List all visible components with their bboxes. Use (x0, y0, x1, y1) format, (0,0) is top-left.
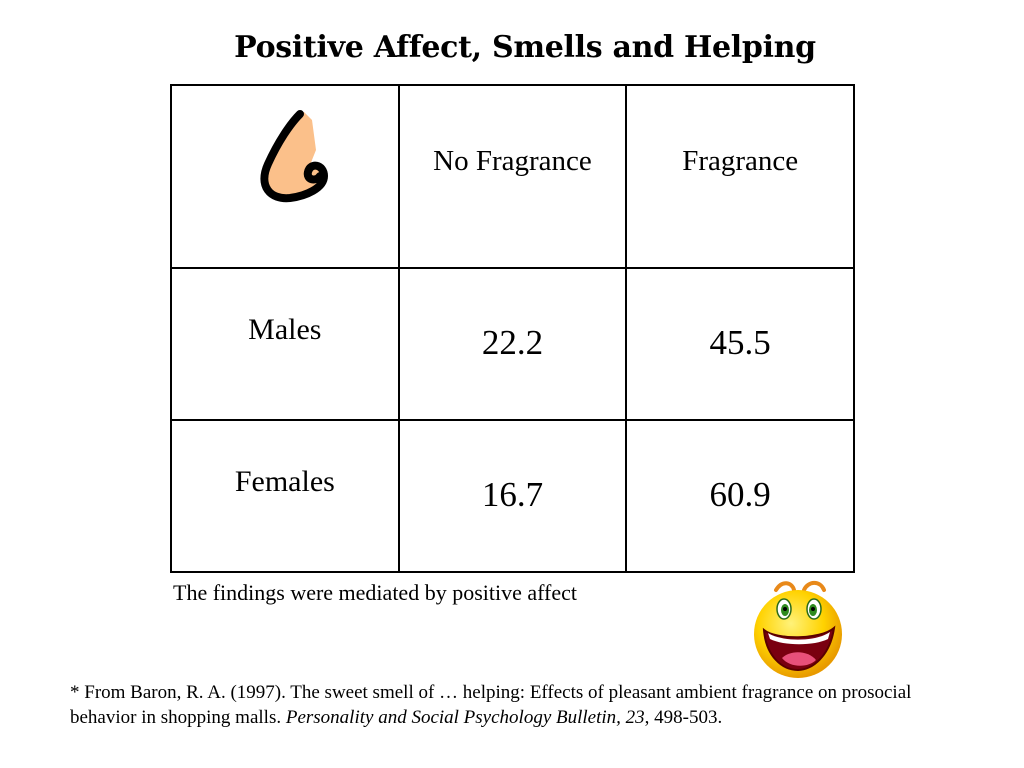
value-cell: 22.2 (397, 267, 628, 421)
col-header-label: No Fragrance (433, 145, 592, 177)
nose-icon (244, 100, 334, 210)
cell-value: 16.7 (481, 475, 544, 514)
row-header-females: Females (170, 419, 400, 573)
row-header-label: Males (248, 313, 322, 346)
table-row: Females 16.7 60.9 (170, 419, 855, 573)
row-header-males: Males (170, 267, 400, 421)
slide-title: Positive Affect, Smells and Helping (234, 30, 816, 65)
cell-value: 60.9 (709, 475, 771, 514)
table-header-row: No Fragrance Fragrance (170, 84, 855, 269)
value-cell: 60.9 (625, 419, 855, 573)
cell-value: 22.2 (481, 323, 544, 362)
citation-journal: Personality and Social Psychology Bullet… (285, 707, 645, 728)
laughing-smiley-icon (748, 576, 848, 680)
row-header-label: Females (234, 465, 335, 498)
col-header-label: Fragrance (682, 145, 799, 177)
value-cell: 45.5 (625, 267, 855, 421)
citation-pages: , 498-503. (644, 707, 723, 728)
corner-cell (170, 84, 400, 269)
table-row: Males 22.2 45.5 (170, 267, 855, 421)
col-header-fragrance: Fragrance (625, 84, 855, 269)
results-table: No Fragrance Fragrance Males 22.2 45.5 F… (170, 84, 855, 573)
cell-value: 45.5 (709, 323, 771, 362)
citation-text: * From Baron, R. A. (1997). The sweet sm… (70, 682, 912, 728)
value-cell: 16.7 (397, 419, 628, 573)
citation: * From Baron, R. A. (1997). The sweet sm… (70, 680, 970, 730)
mediation-note: The findings were mediated by positive a… (173, 580, 578, 605)
col-header-no-fragrance: No Fragrance (397, 84, 628, 269)
